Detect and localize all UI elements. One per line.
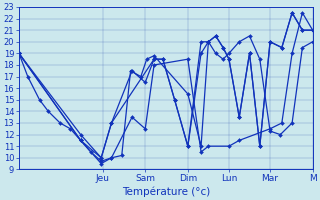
X-axis label: Température (°c): Température (°c) — [122, 186, 210, 197]
